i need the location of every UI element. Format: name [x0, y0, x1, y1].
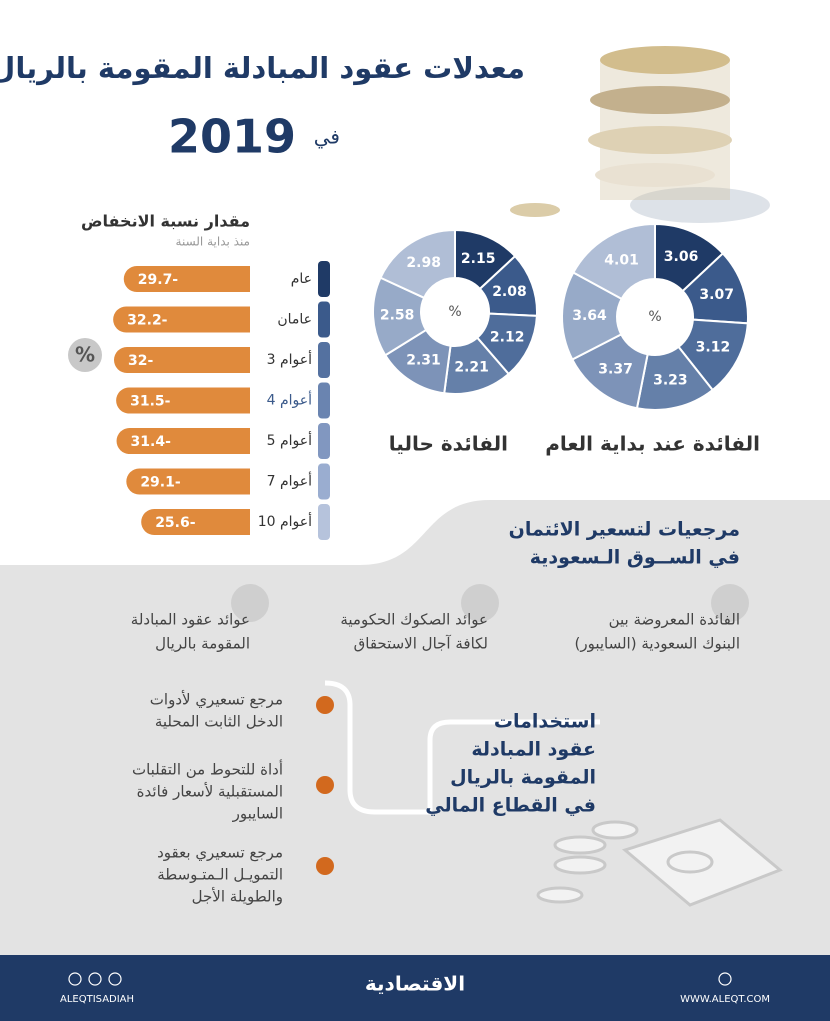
use-text: المستقبلية لأسعار فائدة: [137, 782, 283, 801]
uses-title: في القطاع المالي: [425, 795, 596, 817]
use-dot: [316, 696, 334, 714]
value-label: 32-: [128, 353, 153, 369]
unit-label: %: [75, 343, 95, 367]
use-text: أداة للتحوط من التقلبات: [132, 760, 283, 779]
category-label: 10 أعوام: [258, 512, 312, 530]
category-tab: [318, 463, 330, 500]
references-title: في الســوق الـسعودية: [530, 547, 740, 569]
category-label: عامان: [277, 312, 312, 328]
value-label: 29.1-: [140, 475, 181, 491]
uses-title: عقود المبادلة: [471, 739, 596, 761]
bar: [114, 347, 250, 373]
value-label: 31.4-: [131, 434, 172, 450]
lower-panel: [0, 500, 830, 955]
chart-subtitle: منذ بداية السنة: [176, 235, 250, 249]
category-label: عام: [291, 271, 312, 287]
slice-label: 2.15: [461, 251, 496, 267]
slice-label: 2.08: [492, 284, 527, 300]
slice-label: 3.06: [664, 249, 699, 265]
slice-label: 3.37: [598, 361, 633, 377]
coins-decoration: [510, 46, 770, 223]
category-tab: [318, 504, 330, 540]
brand: الاقتصادية: [365, 972, 465, 996]
category-tab: [318, 342, 330, 378]
category-label: 3 أعوام: [267, 350, 313, 368]
chart-title: الفائدة حاليا: [389, 432, 508, 456]
reference-text: الفائدة المعروضة بين: [609, 611, 740, 629]
slice-label: 2.12: [490, 329, 525, 345]
category-tab: [318, 301, 330, 338]
reference-dot: [231, 584, 269, 622]
slice-label: 3.23: [653, 373, 688, 389]
bar: [113, 306, 250, 333]
connector: [324, 680, 600, 815]
slice-label: 2.31: [406, 353, 441, 369]
slice-label: 4.01: [604, 253, 639, 269]
chart-title: الفائدة عند بداية العام: [545, 432, 760, 456]
slice-label: 2.21: [454, 360, 489, 376]
value-label: 31.5-: [130, 394, 171, 410]
chart-title: مقدار نسبة الانخفاض: [81, 212, 250, 231]
title: معدلات عقود المبادلة المقومة بالريال: [0, 51, 525, 85]
center-label: %: [448, 304, 461, 320]
unit-badge: [68, 338, 102, 372]
reference-text: البنوك السعودية (السايبور): [574, 635, 740, 653]
reference-text: عوائد الصكوك الحكومية: [340, 611, 488, 629]
handle: ALEQTISADIAH: [60, 994, 134, 1005]
money-decoration: [536, 818, 783, 907]
category-label: 4 أعوام: [267, 391, 313, 409]
use-text: مرجع تسعيري بعقود: [157, 844, 283, 863]
value-label: 25.6-: [155, 515, 196, 531]
reference-dot: [711, 584, 749, 622]
category-tab: [318, 382, 330, 419]
title-prefix: في: [314, 125, 340, 150]
reference-dot: [461, 584, 499, 622]
use-dot: [316, 857, 334, 875]
references-title: مرجعيات لتسعير الائتمان: [509, 519, 740, 541]
pie-slice: [379, 228, 456, 300]
slice-label: 3.07: [699, 287, 734, 303]
pie-slice: [571, 222, 656, 301]
bar: [141, 509, 250, 535]
use-text: الدخل الثابت المحلية: [155, 713, 283, 731]
bar: [123, 266, 250, 292]
slice-label: 2.58: [380, 308, 415, 324]
use-text: التمويـل الـمتـوسطة: [157, 866, 283, 884]
use-text: السايبور: [232, 805, 283, 823]
slice-label: 3.64: [572, 308, 607, 324]
slice-label: 3.12: [696, 340, 731, 356]
year: 2019: [168, 110, 296, 164]
use-text: مرجع تسعيري لأدوات: [150, 690, 283, 710]
bar: [116, 387, 250, 414]
category-label: 7 أعوام: [267, 472, 313, 490]
value-label: 32.2-: [127, 313, 168, 329]
footer-band: [0, 955, 830, 1021]
category-label: 5 أعوام: [267, 431, 313, 449]
uses-title: استخدامات: [494, 711, 596, 733]
reference-text: لكافة آجال الاستحقاق: [354, 635, 488, 653]
use-dot: [316, 776, 334, 794]
reference-text: عوائد عقود المبادلة: [131, 611, 250, 629]
bar: [116, 428, 250, 454]
bar: [126, 468, 250, 495]
slice-label: 2.98: [406, 255, 441, 271]
value-label: 29.7-: [138, 272, 179, 288]
reference-text: المقومة بالريال: [155, 635, 250, 653]
website: WWW.ALEQT.COM: [680, 994, 770, 1005]
category-tab: [318, 423, 330, 459]
center-label: %: [648, 309, 661, 325]
uses-title: المقومة بالريال: [450, 767, 596, 789]
use-text: والطويلة الأجل: [192, 887, 283, 906]
category-tab: [318, 261, 330, 297]
social-icons: [68, 972, 732, 986]
